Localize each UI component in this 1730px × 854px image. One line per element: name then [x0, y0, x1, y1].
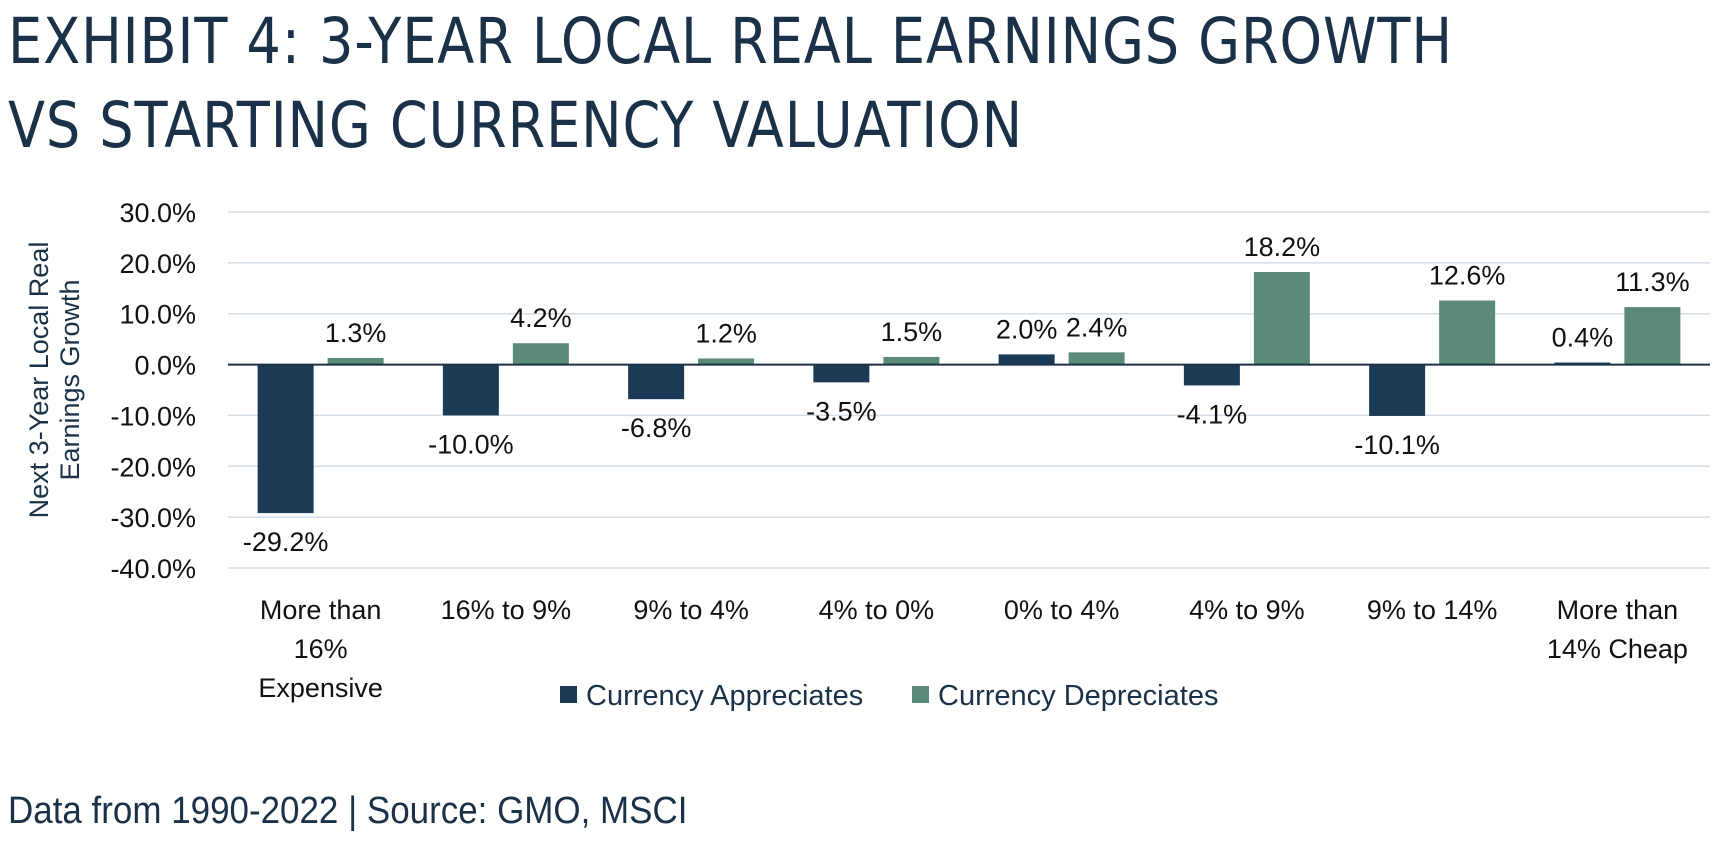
bar-appreciates — [442, 364, 499, 416]
bar-appreciates — [813, 364, 870, 383]
bar-depreciates — [512, 343, 569, 365]
y-tick-label: 20.0% — [119, 249, 196, 279]
category-label: More than 16% Expensive — [258, 595, 383, 703]
y-tick-label: 10.0% — [119, 300, 196, 330]
bar-appreciates — [1554, 362, 1611, 365]
y-axis-title: Next 3-Year Local RealEarnings Growth — [24, 242, 85, 519]
bar-appreciates — [1183, 364, 1240, 386]
y-tick-label: -20.0% — [110, 452, 196, 482]
legend: Currency Appreciates Currency Depreciates — [560, 680, 1218, 712]
data-label-appreciates: -6.8% — [621, 413, 692, 443]
bar-appreciates — [1369, 364, 1426, 416]
bar-appreciates — [998, 354, 1055, 365]
data-label-depreciates: 1.5% — [881, 317, 943, 347]
bars — [257, 272, 1681, 514]
x-axis-categories: More than 16% Expensive 16% to 9% 9% to 4% 4%… — [258, 595, 1688, 703]
legend-swatch-depreciates — [912, 686, 929, 703]
y-tick-label: 0.0% — [134, 351, 196, 381]
category-label: 4% to 9% — [1189, 595, 1305, 625]
y-axis-title: Next 3-Year Local RealEarnings Growth — [24, 242, 85, 519]
data-label-depreciates: 12.6% — [1429, 260, 1506, 290]
bar-depreciates — [327, 357, 384, 365]
data-label-depreciates: 11.3% — [1615, 267, 1690, 297]
data-label-appreciates: -29.2% — [243, 527, 329, 557]
category-label: More than 14% Cheap — [1547, 595, 1688, 664]
y-tick-label: -40.0% — [110, 554, 196, 584]
data-label-depreciates: 2.4% — [1066, 312, 1128, 342]
data-label-depreciates: 1.3% — [325, 318, 387, 348]
bar-depreciates — [1624, 307, 1681, 365]
data-label-appreciates: 2.0% — [996, 314, 1058, 344]
legend-swatch-appreciates — [560, 686, 577, 703]
category-label: 4% to 0% — [819, 595, 935, 625]
bar-depreciates — [1253, 272, 1310, 365]
chart-title: EXHIBIT 4: 3-YEAR LOCAL REAL EARNINGS GR… — [8, 5, 1453, 162]
data-label-depreciates: 18.2% — [1244, 232, 1321, 262]
data-label-appreciates: -4.1% — [1177, 399, 1248, 429]
data-label-depreciates: 4.2% — [510, 303, 572, 333]
data-label-appreciates: -3.5% — [806, 396, 877, 426]
y-tick-label: -30.0% — [110, 503, 196, 533]
bar-depreciates — [1068, 352, 1125, 365]
data-labels: -29.2% -10.0% -6.8% -3.5% 2.0% -4.1% -10.1% 0.4… — [243, 232, 1690, 557]
bar-appreciates — [628, 364, 685, 400]
data-label-appreciates: 0.4% — [1552, 323, 1614, 353]
bar-depreciates — [883, 356, 940, 365]
data-label-depreciates: 1.2% — [695, 318, 757, 348]
data-label-appreciates: -10.0% — [428, 429, 514, 459]
legend-label-depreciates: Currency Depreciates — [938, 680, 1218, 712]
bar-appreciates — [257, 364, 314, 514]
category-label: 9% to 4% — [633, 595, 749, 625]
category-label: 9% to 14% — [1367, 595, 1498, 625]
y-axis-ticks: 30.0% 20.0% 10.0% 0.0% -10.0% -20.0% -30.0% -40… — [110, 198, 196, 584]
bar-depreciates — [698, 358, 755, 365]
bar-depreciates — [1439, 300, 1496, 365]
source-footnote: Data from 1990-2022 | Source: GMO, MSCI — [8, 790, 688, 832]
y-tick-label: 30.0% — [119, 198, 196, 228]
data-label-appreciates: -10.1% — [1354, 430, 1440, 460]
y-tick-label: -10.0% — [110, 401, 196, 431]
category-label: 0% to 4% — [1004, 595, 1120, 625]
category-label: 16% to 9% — [441, 595, 572, 625]
legend-label-appreciates: Currency Appreciates — [586, 680, 863, 712]
